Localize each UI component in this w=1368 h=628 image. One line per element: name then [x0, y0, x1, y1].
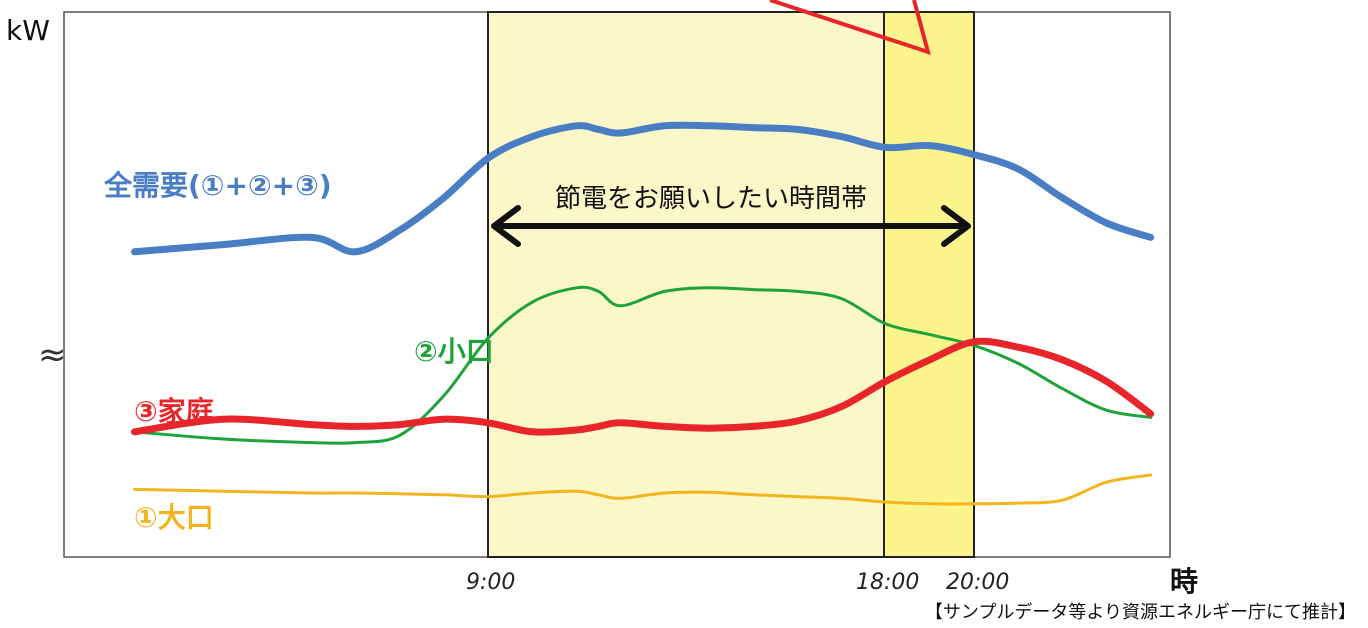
- series-label-household: ③家庭: [134, 395, 214, 428]
- series-line-small: [133, 285, 1153, 445]
- x-tick-20: 20:00: [946, 570, 1010, 595]
- y-axis-unit: kW: [6, 14, 50, 47]
- series-label-total: 全需要(①+②+③): [104, 169, 332, 202]
- series-label-large: ①大口: [134, 501, 214, 534]
- series-line-large: [133, 473, 1153, 506]
- source-note: 【サンプルデータ等より資源エネルギー庁にて推計】: [924, 602, 1356, 623]
- series-label-small: ②小口: [414, 335, 494, 368]
- series-line-household: [131, 337, 1155, 436]
- band-label: 節電をお願いしたい時間帯: [555, 184, 868, 214]
- band-arrow: [491, 205, 971, 247]
- x-axis-unit: 時: [1170, 565, 1199, 598]
- shaded-band-18-20: [883, 11, 975, 558]
- axis-break-symbol: ≈: [38, 335, 67, 375]
- x-tick-18: 18:00: [856, 570, 920, 595]
- callout-pointer: [769, 0, 931, 56]
- series-layer: [131, 121, 1155, 506]
- series-line-total: [131, 121, 1155, 256]
- x-tick-9: 9:00: [466, 570, 516, 595]
